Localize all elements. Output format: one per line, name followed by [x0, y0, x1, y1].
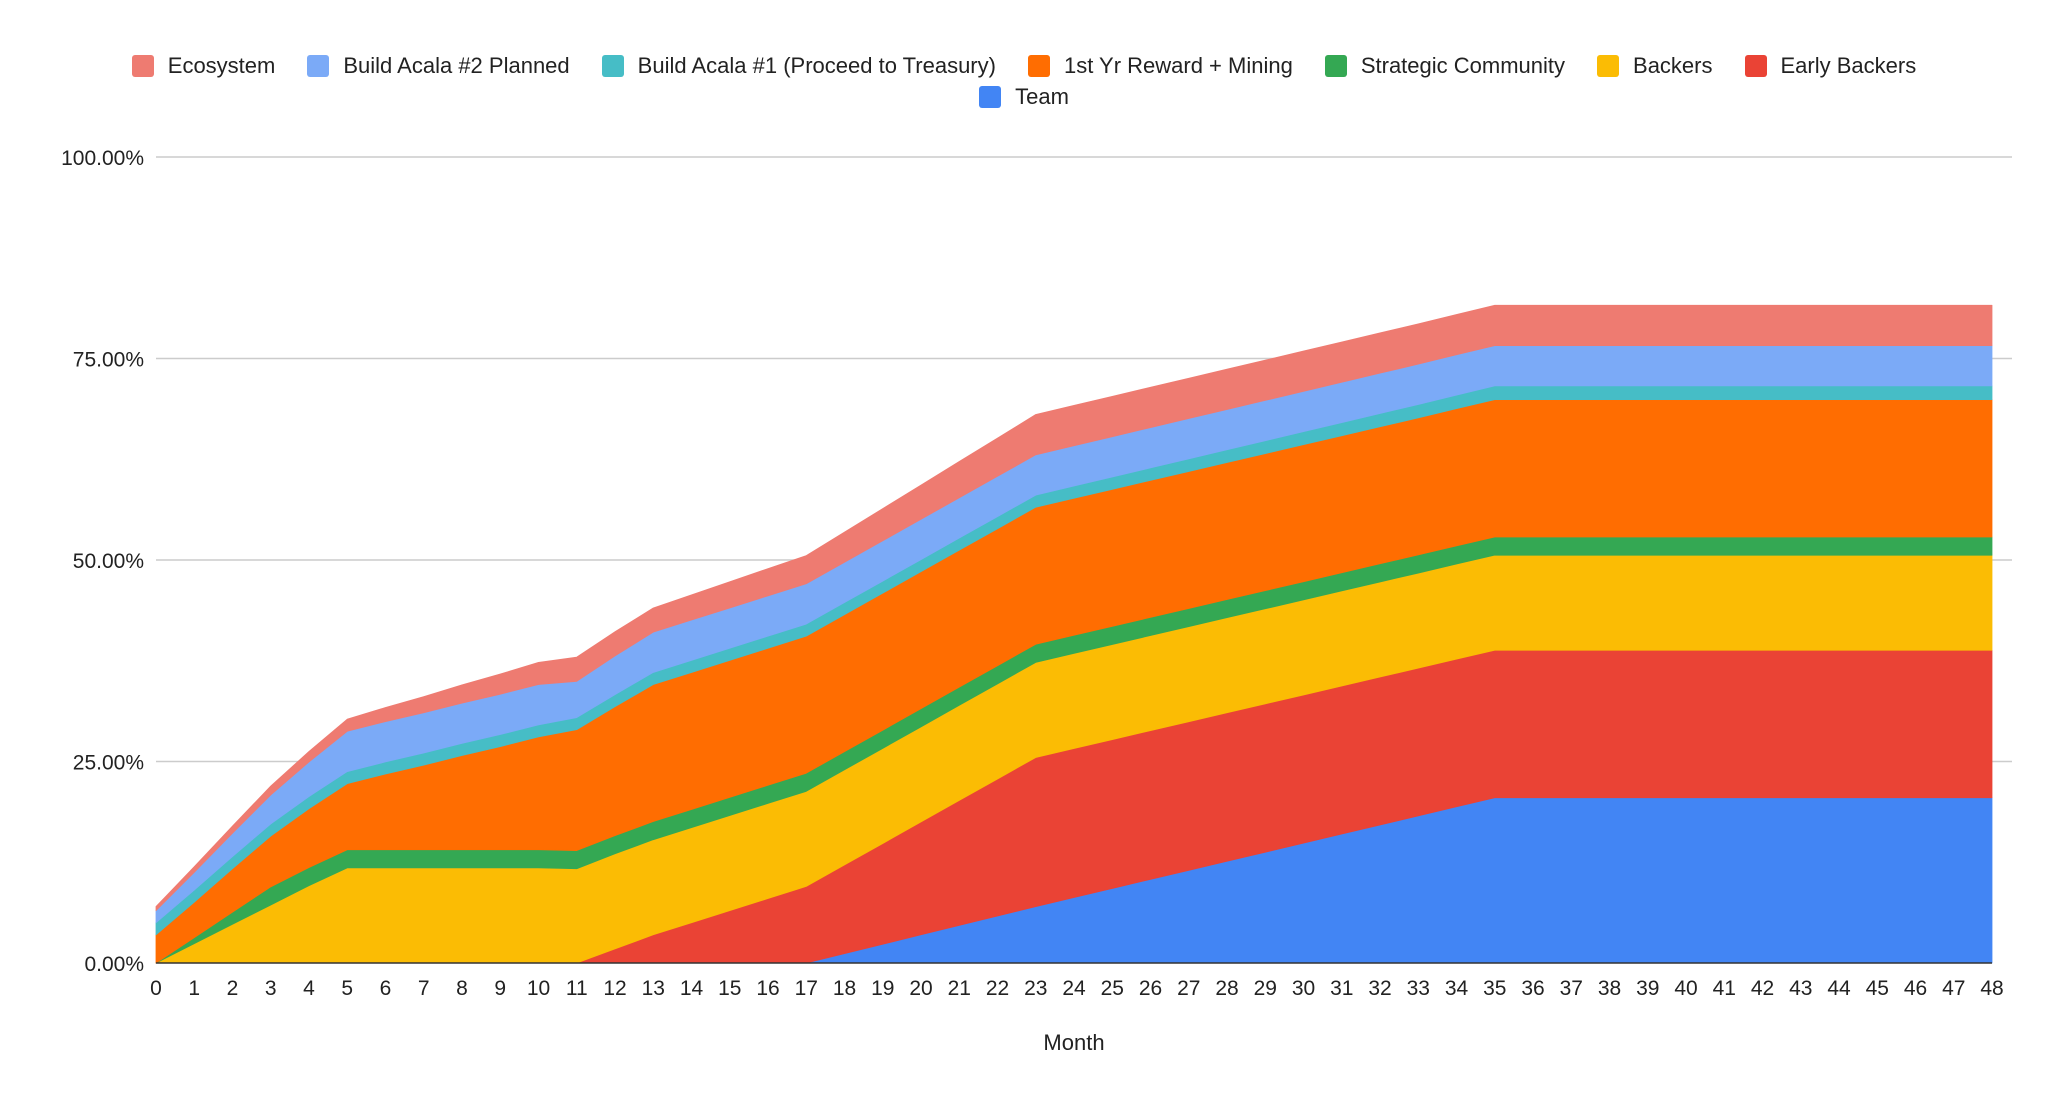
legend-label: Strategic Community [1360, 53, 1566, 78]
x-tick-label: 42 [1751, 977, 1774, 1000]
x-tick-label: 46 [1904, 977, 1927, 1000]
y-axis-ticks: 0.00% 25.00% 50.00% 75.00% 100.00% [61, 147, 144, 976]
x-tick-label: 2 [227, 977, 239, 1000]
x-tick-label: 26 [1139, 977, 1162, 1000]
legend-swatch [307, 54, 330, 77]
x-tick-label: 33 [1407, 977, 1430, 1000]
x-tick-label: 7 [418, 977, 430, 1000]
x-tick-label: 9 [494, 977, 506, 1000]
x-tick-label: 39 [1636, 977, 1659, 1000]
x-tick-label: 24 [1062, 977, 1086, 1000]
x-tick-label: 36 [1521, 977, 1544, 1000]
x-tick-label: 16 [756, 977, 779, 1000]
y-tick-label: 50.00% [73, 550, 144, 573]
x-tick-label: 23 [1024, 977, 1047, 1000]
x-tick-label: 14 [680, 977, 704, 1000]
x-tick-label: 27 [1177, 977, 1200, 1000]
x-tick-label: 35 [1483, 977, 1506, 1000]
legend-row: Ecosystem Build Acala #2 Planned Build Aca… [0, 50, 2048, 81]
x-tick-label: 15 [718, 977, 741, 1000]
x-axis-ticks: 0 1 2 3 4 5 6 7 8 9 10 11 12 13 14 15 16 17 18 19 20 21 22 23 24… [150, 977, 2004, 1000]
x-tick-label: 41 [1713, 977, 1736, 1000]
x-tick-label: 13 [642, 977, 665, 1000]
x-tick-label: 48 [1980, 977, 2003, 1000]
legend-item-ecosystem[interactable]: Ecosystem [131, 50, 276, 81]
legend: Ecosystem Build Acala #2 Planned Build Aca… [0, 50, 2048, 112]
legend-label: Build Acala #1 (Proceed to Treasury) [637, 53, 996, 78]
legend-swatch [1027, 54, 1050, 77]
y-tick-label: 100.00% [61, 147, 144, 170]
legend-swatch [601, 54, 624, 77]
x-tick-label: 44 [1827, 977, 1851, 1000]
x-tick-label: 30 [1292, 977, 1315, 1000]
x-tick-label: 1 [188, 977, 200, 1000]
x-tick-label: 29 [1254, 977, 1277, 1000]
area-series [155, 304, 1993, 964]
x-tick-label: 22 [986, 977, 1009, 1000]
x-tick-label: 31 [1330, 977, 1353, 1000]
legend-row: Team [0, 81, 2048, 112]
x-tick-label: 12 [603, 977, 626, 1000]
legend-swatch [1597, 54, 1620, 77]
y-tick-label: 25.00% [73, 752, 144, 775]
legend-label: Build Acala #2 Planned [343, 53, 570, 78]
x-tick-label: 6 [380, 977, 392, 1000]
legend-item-early-backers[interactable]: Early Backers [1744, 50, 1917, 81]
x-tick-label: 17 [795, 977, 818, 1000]
x-tick-label: 34 [1445, 977, 1469, 1000]
legend-item-1st-yr-reward-mining[interactable]: 1st Yr Reward + Mining [1027, 50, 1293, 81]
x-tick-label: 10 [527, 977, 550, 1000]
legend-swatch [1324, 54, 1347, 77]
x-tick-label: 5 [341, 977, 353, 1000]
legend-item-build-acala-1-proceed-to-treasury[interactable]: Build Acala #1 (Proceed to Treasury) [601, 50, 996, 81]
legend-label: Early Backers [1780, 53, 1917, 78]
x-tick-label: 4 [303, 977, 315, 1000]
legend-swatch [1744, 54, 1767, 77]
x-tick-label: 38 [1598, 977, 1621, 1000]
x-tick-label: 21 [948, 977, 971, 1000]
x-tick-label: 18 [833, 977, 856, 1000]
legend-swatch [131, 54, 154, 77]
x-axis-title: Month [1043, 1030, 1104, 1055]
legend-label: 1st Yr Reward + Mining [1063, 53, 1293, 78]
legend-swatch [979, 85, 1002, 108]
legend-item-strategic-community[interactable]: Strategic Community [1324, 50, 1566, 81]
legend-label: Backers [1633, 53, 1713, 78]
x-tick-label: 32 [1368, 977, 1391, 1000]
area-ecosystem [155, 304, 1993, 912]
y-tick-label: 75.00% [73, 349, 144, 372]
x-tick-label: 43 [1789, 977, 1812, 1000]
x-tick-label: 8 [456, 977, 468, 1000]
legend-item-build-acala-2-planned[interactable]: Build Acala #2 Planned [307, 50, 570, 81]
x-tick-label: 25 [1101, 977, 1124, 1000]
legend-item-team[interactable]: Team [979, 81, 1069, 112]
x-tick-label: 45 [1866, 977, 1889, 1000]
x-tick-label: 47 [1942, 977, 1965, 1000]
x-tick-label: 11 [566, 977, 588, 1000]
legend-item-backers[interactable]: Backers [1597, 50, 1713, 81]
y-tick-label: 0.00% [84, 953, 144, 976]
x-tick-label: 37 [1560, 977, 1583, 1000]
x-tick-label: 3 [265, 977, 277, 1000]
x-tick-label: 0 [150, 977, 162, 1000]
x-tick-label: 19 [871, 977, 894, 1000]
x-tick-label: 28 [1215, 977, 1238, 1000]
x-tick-label: 20 [909, 977, 932, 1000]
x-tick-label: 40 [1674, 977, 1697, 1000]
legend-label: Team [1015, 84, 1069, 109]
legend-label: Ecosystem [167, 53, 276, 78]
